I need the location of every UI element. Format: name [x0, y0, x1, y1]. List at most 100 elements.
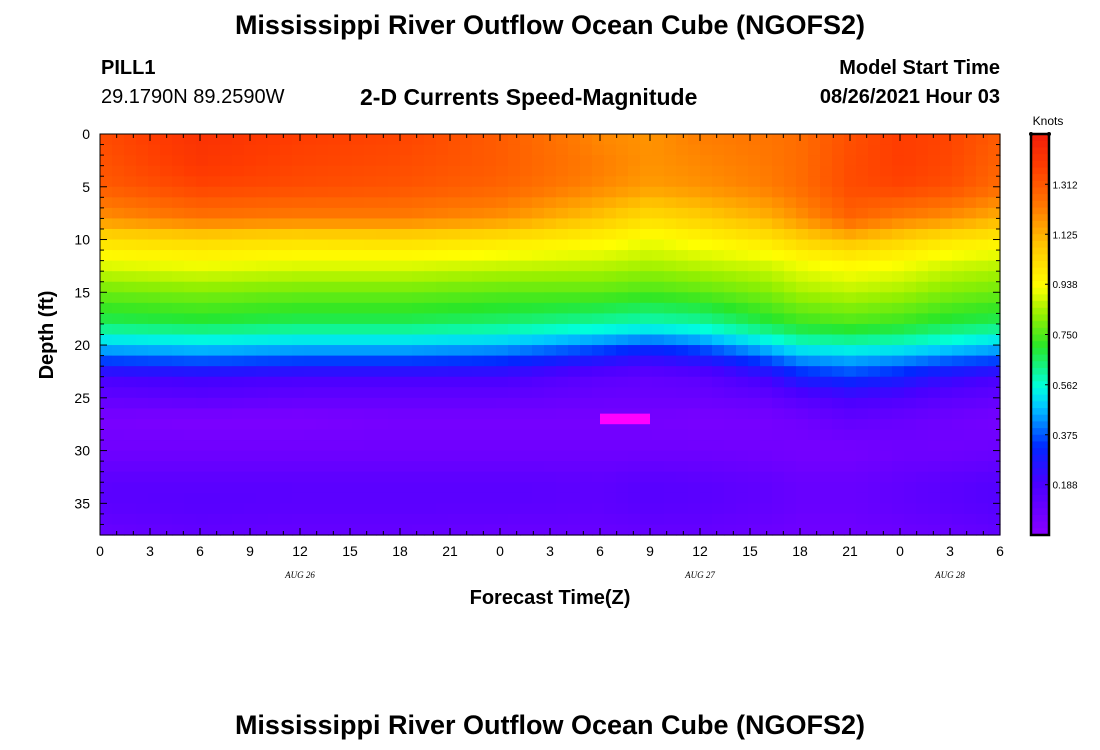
heatmap-cell	[556, 429, 569, 441]
heatmap-cell	[256, 271, 269, 283]
heatmap-cell	[964, 461, 977, 473]
heatmap-cell	[664, 408, 677, 420]
heatmap-cell	[844, 292, 857, 304]
heatmap-cell	[496, 334, 509, 346]
heatmap-cell	[496, 429, 509, 441]
heatmap-cell	[640, 186, 653, 198]
heatmap-cell	[748, 471, 761, 483]
heatmap-cell	[796, 418, 809, 431]
heatmap-cell	[196, 165, 209, 177]
heatmap-cell	[676, 418, 689, 431]
heatmap-cell	[928, 155, 941, 167]
heatmap-cell	[412, 260, 425, 272]
heatmap-cell	[100, 376, 113, 388]
heatmap-cell	[340, 492, 353, 504]
heatmap-cell	[796, 355, 809, 367]
heatmap-cell	[832, 492, 845, 504]
heatmap-cell	[304, 355, 317, 367]
heatmap-cell	[676, 334, 689, 346]
heatmap-cell	[808, 461, 821, 473]
heatmap-cell	[124, 207, 137, 220]
heatmap-cell	[220, 440, 233, 452]
heatmap-cell	[496, 250, 509, 262]
heatmap-cell	[268, 503, 281, 515]
colorbar-swatch	[1031, 187, 1049, 195]
heatmap-cell	[268, 376, 281, 388]
heatmap-cell	[652, 313, 665, 325]
heatmap-cell	[184, 408, 197, 420]
heatmap-cell	[820, 271, 833, 283]
heatmap-cell	[556, 461, 569, 473]
heatmap-cell	[916, 292, 929, 304]
heatmap-cell	[784, 524, 797, 536]
heatmap-cell	[592, 218, 605, 230]
colorbar-tick-label: 0.938	[1052, 280, 1077, 291]
heatmap-cell	[928, 492, 941, 504]
colorbar-units: Knots	[1033, 114, 1064, 128]
heatmap-cell	[340, 429, 353, 441]
heatmap-cell	[328, 165, 341, 177]
heatmap-cell	[532, 207, 545, 220]
heatmap-cell	[556, 155, 569, 167]
heatmap-cell	[652, 144, 665, 156]
heatmap-cell	[448, 271, 461, 283]
heatmap-cell	[904, 186, 917, 198]
heatmap-cell	[148, 450, 161, 462]
heatmap-cell	[628, 429, 641, 441]
heatmap-cell	[640, 334, 653, 346]
heatmap-cell	[448, 471, 461, 483]
y-tick-label: 0	[82, 126, 90, 142]
heatmap-cell	[952, 429, 965, 441]
heatmap-cell	[904, 260, 917, 272]
heatmap-cell	[484, 144, 497, 156]
heatmap-cell	[880, 176, 893, 188]
colorbar-swatch	[1031, 441, 1049, 449]
heatmap-cell	[484, 134, 497, 146]
heatmap-cell	[520, 302, 533, 314]
heatmap-cell	[856, 503, 869, 515]
heatmap-cell	[640, 450, 653, 462]
heatmap-cell	[724, 461, 737, 473]
heatmap-cell	[160, 397, 173, 409]
heatmap-cell	[208, 513, 221, 526]
heatmap-cell	[808, 144, 821, 156]
heatmap-cell	[184, 366, 197, 378]
heatmap-cell	[772, 144, 785, 156]
heatmap-cell	[412, 228, 425, 241]
heatmap-cell	[544, 197, 557, 209]
heatmap-cell	[304, 207, 317, 220]
heatmap-cell	[988, 334, 1001, 346]
heatmap-cell	[832, 408, 845, 420]
heatmap-cell	[712, 376, 725, 388]
heatmap-cell	[628, 228, 641, 241]
heatmap-cell	[268, 250, 281, 262]
colorbar-swatch	[1031, 488, 1049, 496]
heatmap-cell	[532, 176, 545, 188]
heatmap-cell	[628, 281, 641, 293]
heatmap-cell	[640, 418, 653, 431]
heatmap-cell	[892, 260, 905, 272]
heatmap-cell	[868, 408, 881, 420]
heatmap-cell	[280, 471, 293, 483]
heatmap-cell	[868, 397, 881, 409]
heatmap-cell	[712, 334, 725, 346]
heatmap-cell	[988, 345, 1001, 357]
x-tick-label: 21	[842, 543, 858, 559]
heatmap-cell	[700, 492, 713, 504]
heatmap-cell	[172, 376, 185, 388]
heatmap-cell	[256, 281, 269, 293]
heatmap-cell	[796, 134, 809, 146]
heatmap-cell	[412, 503, 425, 515]
heatmap-cell	[784, 302, 797, 314]
heatmap-cell	[988, 292, 1001, 304]
heatmap-cell	[508, 345, 521, 357]
heatmap-cell	[376, 492, 389, 504]
heatmap-cell	[652, 271, 665, 283]
heatmap-cell	[940, 197, 953, 209]
heatmap-cell	[100, 440, 113, 452]
heatmap-cell	[688, 207, 701, 220]
heatmap-cell	[220, 461, 233, 473]
heatmap-cell	[292, 482, 305, 494]
heatmap-cell	[556, 366, 569, 378]
heatmap-cell	[280, 323, 293, 336]
